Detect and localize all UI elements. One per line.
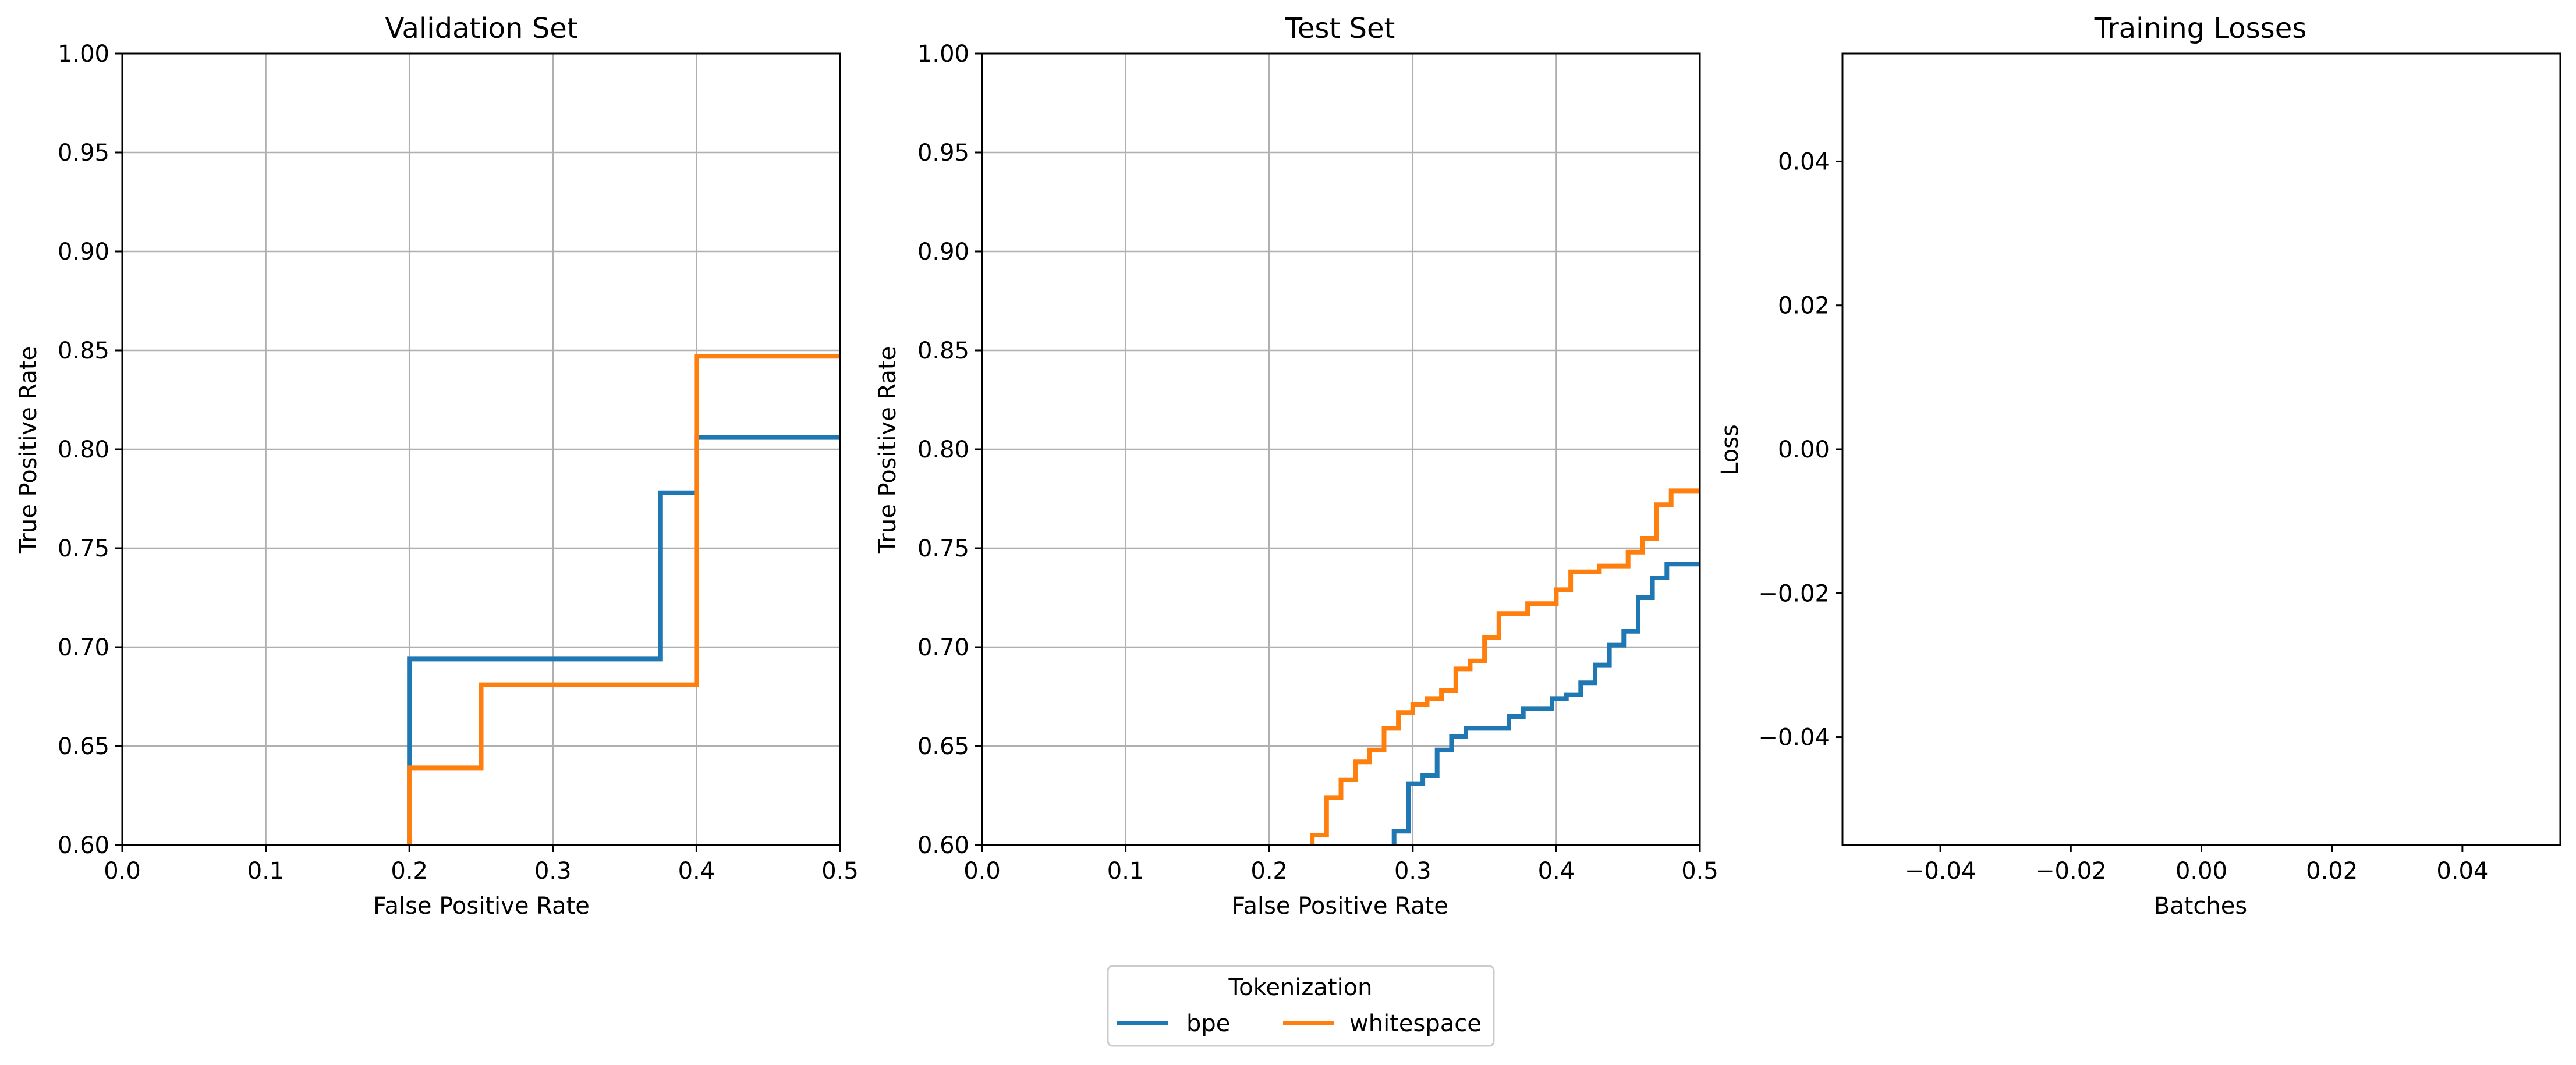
- training-ytick-label-3: 0.02: [1778, 293, 1830, 320]
- validation-xtick-label-1: 0.1: [247, 858, 285, 885]
- training-ylabel: Loss: [1717, 424, 1744, 475]
- validation-xtick-label-3: 0.3: [534, 858, 572, 885]
- validation-xtick-label-4: 0.4: [678, 858, 715, 885]
- test-ytick-label-7: 0.95: [917, 140, 969, 166]
- test-set-panel: Test Set False Positive Rate True Positi…: [874, 12, 1718, 920]
- validation-title: Validation Set: [385, 12, 577, 45]
- test-xlabel: False Positive Rate: [1232, 893, 1448, 920]
- test-ylabel: True Positive Rate: [874, 346, 901, 554]
- training-xtick-label-1: −0.02: [2035, 858, 2107, 885]
- test-ytick-label-5: 0.85: [917, 338, 969, 364]
- test-ytick-label-8: 1.00: [917, 41, 969, 68]
- validation-ytick-label-6: 0.90: [58, 239, 109, 265]
- legend-box: [1107, 965, 1495, 1047]
- test-xtick-label-4: 0.4: [1538, 858, 1575, 885]
- test-ytick-label-3: 0.75: [917, 535, 969, 562]
- validation-ytick-label-7: 0.95: [58, 140, 109, 166]
- validation-xtick-label-2: 0.2: [391, 858, 428, 885]
- validation-ytick-label-3: 0.75: [58, 535, 109, 562]
- test-series-bpe: [1391, 562, 1700, 845]
- validation-xtick-label-5: 0.5: [821, 858, 859, 885]
- training-losses-panel: Training Losses Batches Loss −0.04 −0.02 0…: [1717, 12, 2561, 920]
- test-ytick-label-4: 0.80: [917, 436, 969, 463]
- training-ytick-label-1: −0.02: [1758, 580, 1830, 607]
- test-xtick-label-1: 0.1: [1107, 858, 1145, 885]
- training-ytick-label-4: 0.04: [1778, 148, 1830, 175]
- validation-set-panel: Validation Set False Positive Rate True …: [15, 12, 859, 920]
- legend: Tokenization bpe whitespace: [1107, 965, 1495, 1047]
- validation-xtick-label-0: 0.0: [104, 858, 141, 885]
- training-xtick-label-3: 0.02: [2306, 858, 2358, 885]
- test-ytick-label-2: 0.70: [917, 634, 969, 661]
- training-xtick-label-0: −0.04: [1905, 858, 1976, 885]
- validation-series-whitespace: [407, 354, 840, 845]
- validation-xlabel: False Positive Rate: [373, 893, 590, 920]
- legend-label-whitespace: whitespace: [1349, 1010, 1482, 1037]
- training-ytick-label-2: 0.00: [1778, 436, 1830, 463]
- validation-ytick-label-4: 0.80: [58, 436, 109, 463]
- legend-label-bpe: bpe: [1186, 1010, 1230, 1037]
- validation-ylabel: True Positive Rate: [15, 346, 42, 554]
- training-ytick-label-0: −0.04: [1758, 725, 1830, 751]
- validation-ytick-label-5: 0.85: [58, 338, 109, 364]
- test-ytick-label-0: 0.60: [917, 832, 969, 859]
- test-xtick-label-5: 0.5: [1681, 858, 1718, 885]
- test-title: Test Set: [1285, 12, 1395, 45]
- training-xtick-label-2: 0.00: [2175, 858, 2227, 885]
- test-xtick-label-2: 0.2: [1250, 858, 1288, 885]
- legend-title: Tokenization: [1228, 974, 1372, 1001]
- validation-ytick-label-1: 0.65: [58, 733, 109, 760]
- test-xtick-label-3: 0.3: [1394, 858, 1431, 885]
- test-xtick-label-0: 0.0: [963, 858, 1001, 885]
- validation-ytick-label-8: 1.00: [58, 41, 109, 68]
- validation-ytick-label-0: 0.60: [58, 832, 109, 859]
- training-xlabel: Batches: [2154, 893, 2247, 920]
- test-ytick-label-6: 0.90: [917, 239, 969, 265]
- test-series-whitespace: [1310, 488, 1700, 845]
- training-title: Training Losses: [2094, 12, 2306, 45]
- test-ytick-label-1: 0.65: [917, 733, 969, 760]
- training-xtick-label-4: 0.04: [2436, 858, 2488, 885]
- validation-ytick-label-2: 0.70: [58, 634, 109, 661]
